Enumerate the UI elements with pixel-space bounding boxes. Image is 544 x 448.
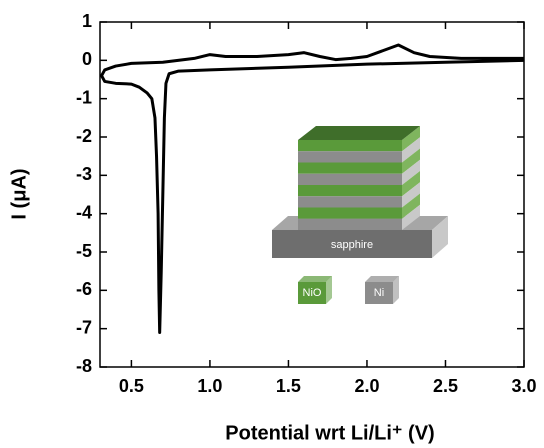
layer-side <box>402 171 420 197</box>
layer-front <box>298 218 402 230</box>
layer-front <box>298 140 402 152</box>
layer-side <box>402 204 420 230</box>
substrate-label: sapphire <box>331 239 373 251</box>
substrate-side <box>432 216 448 258</box>
legend-cube-side <box>393 276 399 304</box>
layer-side <box>402 126 420 152</box>
y-tick-label: -3 <box>76 164 92 184</box>
legend-cube-side <box>326 276 332 304</box>
legend-cube <box>365 282 393 304</box>
x-tick-label: 2.5 <box>433 376 458 396</box>
layer-side <box>402 148 420 174</box>
layer-front <box>298 207 402 219</box>
plot-frame <box>99 21 525 368</box>
inset <box>272 126 448 258</box>
y-tick-label: -4 <box>76 202 92 222</box>
y-tick-label: -6 <box>76 279 92 299</box>
layer-front <box>298 196 402 208</box>
legend-cube <box>298 282 326 304</box>
layer-front <box>298 162 402 174</box>
layer-stack <box>298 126 420 230</box>
y-tick-label: 1 <box>82 11 92 31</box>
substrate-front <box>272 230 432 258</box>
layer-front <box>298 173 402 185</box>
legend-label: NiO <box>303 287 322 299</box>
x-axis-label: Potential wrt Li/Li⁺ (V) <box>225 422 434 444</box>
y-tick-label: -7 <box>76 317 92 337</box>
legend-cube-top <box>298 276 332 282</box>
y-tick-label: -5 <box>76 241 92 261</box>
layer-side <box>402 137 420 163</box>
layer-front <box>298 185 402 197</box>
legend-cube-top <box>365 276 399 282</box>
y-tick-label: -8 <box>76 356 92 376</box>
x-tick-label: 0.5 <box>119 376 144 396</box>
y-axis-label: I (μA) <box>8 168 30 219</box>
x-tick-label: 1.5 <box>276 376 301 396</box>
x-tick-label: 2.0 <box>354 376 379 396</box>
layer-side <box>402 159 420 185</box>
data-line <box>100 43 525 334</box>
y-tick-label: -1 <box>76 87 92 107</box>
layer-side <box>402 193 420 219</box>
legend-label: Ni <box>374 287 384 299</box>
y-tick-label: -2 <box>76 126 92 146</box>
stack-top <box>298 126 420 140</box>
layer-front <box>298 151 402 163</box>
x-tick-label: 1.0 <box>197 376 222 396</box>
x-tick-label: 3.0 <box>511 376 536 396</box>
y-tick-label: 0 <box>82 49 92 69</box>
layer-side <box>402 182 420 208</box>
